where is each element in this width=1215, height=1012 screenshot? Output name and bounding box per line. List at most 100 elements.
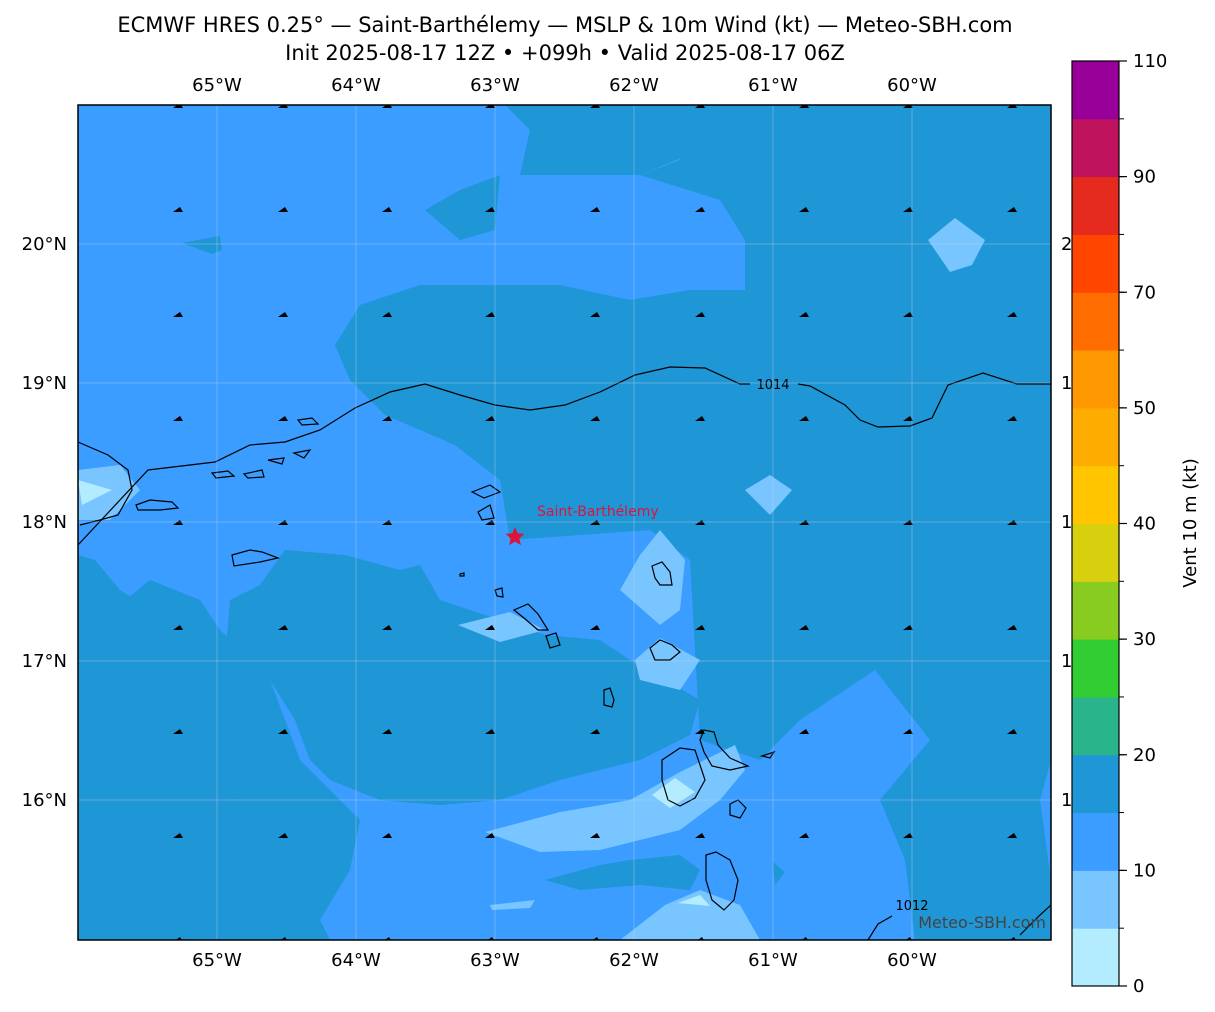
wind-barbs	[173, 105, 1017, 940]
wind-barb	[903, 416, 913, 421]
coastline	[292, 449, 312, 459]
lat-label-right-clipped: 1	[1061, 373, 1072, 394]
wind-barb	[590, 833, 600, 838]
lon-label-top: 60°W	[887, 75, 937, 96]
wind-barb	[382, 312, 392, 317]
lon-label-bottom: 61°W	[748, 950, 798, 971]
wind-region-15-20	[185, 790, 265, 815]
wind-region-5-10	[490, 900, 535, 910]
wind-barb	[278, 312, 288, 317]
colorbar-tick-label: 20	[1133, 745, 1156, 766]
wind-barb	[590, 312, 600, 317]
wind-barb	[485, 833, 495, 838]
map-frame	[77, 104, 1052, 941]
wind-barb	[1007, 520, 1017, 525]
map-panel: 1014 1012 Saint-Barthélemy Meteo-SBH.com	[78, 105, 1051, 940]
wind-barb	[695, 833, 705, 838]
wind-barb	[485, 207, 495, 212]
wind-barb	[695, 729, 705, 734]
coastline	[459, 572, 465, 577]
coastline	[477, 504, 495, 521]
wind-region-5-10	[485, 745, 745, 852]
coastline	[649, 639, 681, 661]
colorbar-band	[1072, 523, 1119, 582]
isobar-1012	[867, 915, 893, 940]
wind-region-15-20	[78, 860, 200, 940]
lon-label-bottom: 65°W	[192, 950, 242, 971]
coastline	[267, 457, 285, 465]
colorbar-band	[1072, 639, 1119, 698]
wind-barb	[903, 625, 913, 630]
wind-barb	[799, 729, 809, 734]
wind-barb	[1007, 729, 1017, 734]
coastlines	[78, 417, 776, 911]
wind-barb	[1007, 833, 1017, 838]
colorbar-band	[1072, 234, 1119, 293]
colorbar-tick-label: 30	[1133, 629, 1156, 650]
wind-barb	[799, 416, 809, 421]
wind-barb	[485, 312, 495, 317]
isobars	[78, 366, 1051, 940]
wind-barb	[278, 520, 288, 525]
colorbar-tick-label: 40	[1133, 514, 1156, 535]
wind-barb	[695, 312, 705, 317]
wind-barb	[590, 207, 600, 212]
lon-label-bottom: 62°W	[609, 950, 659, 971]
isobar-1012	[1019, 904, 1051, 936]
isobar-1014	[797, 372, 1051, 428]
wind-barb	[278, 625, 288, 630]
lon-label-top: 61°W	[748, 75, 798, 96]
wind-region-15-20	[545, 855, 700, 890]
coastline	[494, 587, 504, 598]
colorbar-band	[1072, 928, 1119, 987]
coastline	[210, 470, 236, 479]
map-subtitle: Init 2025-08-17 12Z • +099h • Valid 2025…	[285, 41, 845, 65]
wind-barb	[799, 833, 809, 838]
station-star-icon	[505, 527, 525, 546]
wind-barb	[1007, 207, 1017, 212]
wind-barb	[695, 207, 705, 212]
wind-field-5-10	[78, 218, 985, 940]
wind-region-0-5	[652, 778, 695, 808]
wind-region-5-10	[745, 475, 792, 515]
wind-barb	[173, 833, 183, 838]
coastline	[729, 799, 747, 819]
wind-barb	[590, 729, 600, 734]
lon-label-top: 64°W	[331, 75, 381, 96]
wind-barb	[382, 207, 392, 212]
watermark: Meteo-SBH.com	[918, 913, 1046, 932]
wind-region-15-20	[335, 105, 1051, 940]
wind-barb	[382, 416, 392, 421]
colorbar-band	[1072, 870, 1119, 929]
wind-barb	[173, 312, 183, 317]
colorbar-ticks: 0 10 20 30 40 50 70 90 110	[1119, 51, 1167, 997]
colorbar-band	[1072, 292, 1119, 351]
wind-barb	[173, 729, 183, 734]
wind-region-15-20	[773, 862, 785, 885]
wind-region-5-10	[928, 218, 985, 272]
lat-label-right-clipped: 1	[1061, 790, 1072, 811]
lon-label-bottom: 64°W	[331, 950, 381, 971]
wind-region-0-5	[678, 895, 710, 906]
colorbar-band	[1072, 581, 1119, 640]
lat-label: 20°N	[22, 234, 67, 255]
wind-barb	[485, 729, 495, 734]
wind-barb	[1007, 312, 1017, 317]
wind-barb	[799, 625, 809, 630]
wind-barb	[173, 520, 183, 525]
wind-region-5-10	[458, 612, 545, 642]
coastline	[296, 417, 320, 426]
coastline	[699, 729, 750, 771]
wind-barb	[382, 729, 392, 734]
colorbar-band	[1072, 176, 1119, 235]
wind-barb	[695, 520, 705, 525]
wind-barb	[590, 416, 600, 421]
coastline	[759, 750, 776, 759]
wind-barb	[799, 207, 809, 212]
gridlines	[78, 105, 1051, 940]
wind-region-15-20	[78, 550, 700, 805]
lon-label-top: 62°W	[609, 75, 659, 96]
wind-region-5-10	[620, 530, 685, 625]
coastline	[470, 484, 502, 499]
wind-barb	[382, 520, 392, 525]
